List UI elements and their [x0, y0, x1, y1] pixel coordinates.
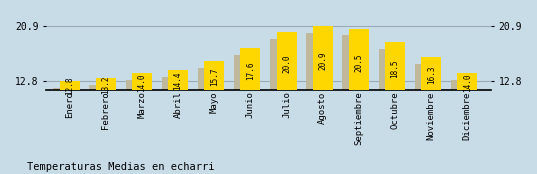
Text: 14.4: 14.4 — [173, 72, 183, 90]
Text: 17.6: 17.6 — [246, 62, 255, 81]
Text: 18.5: 18.5 — [390, 59, 400, 78]
Text: 12.8: 12.8 — [65, 77, 74, 95]
Bar — [198, 68, 217, 168]
Text: 15.7: 15.7 — [210, 68, 219, 86]
Bar — [277, 32, 296, 168]
Text: 16.3: 16.3 — [427, 66, 436, 84]
Bar — [168, 70, 188, 168]
Bar — [415, 64, 434, 168]
Bar — [349, 29, 369, 168]
Bar — [458, 73, 477, 168]
Text: 13.2: 13.2 — [101, 76, 110, 94]
Text: 20.9: 20.9 — [318, 52, 327, 70]
Text: 20.5: 20.5 — [354, 53, 364, 72]
Bar — [60, 81, 79, 168]
Text: 14.0: 14.0 — [463, 73, 472, 92]
Bar — [96, 78, 116, 168]
Bar — [313, 26, 333, 168]
Text: 14.0: 14.0 — [137, 73, 147, 92]
Bar — [270, 39, 290, 168]
Bar — [234, 55, 254, 168]
Bar — [421, 57, 441, 168]
Bar — [343, 35, 362, 168]
Text: 20.0: 20.0 — [282, 55, 291, 73]
Bar — [204, 61, 224, 168]
Bar — [53, 88, 73, 168]
Bar — [451, 80, 471, 168]
Bar — [126, 80, 146, 168]
Bar — [306, 33, 326, 168]
Bar — [89, 85, 109, 168]
Bar — [162, 77, 182, 168]
Bar — [241, 48, 260, 168]
Text: Temperaturas Medias en echarri: Temperaturas Medias en echarri — [27, 162, 214, 172]
Bar — [385, 42, 405, 168]
Bar — [132, 73, 152, 168]
Bar — [379, 49, 398, 168]
